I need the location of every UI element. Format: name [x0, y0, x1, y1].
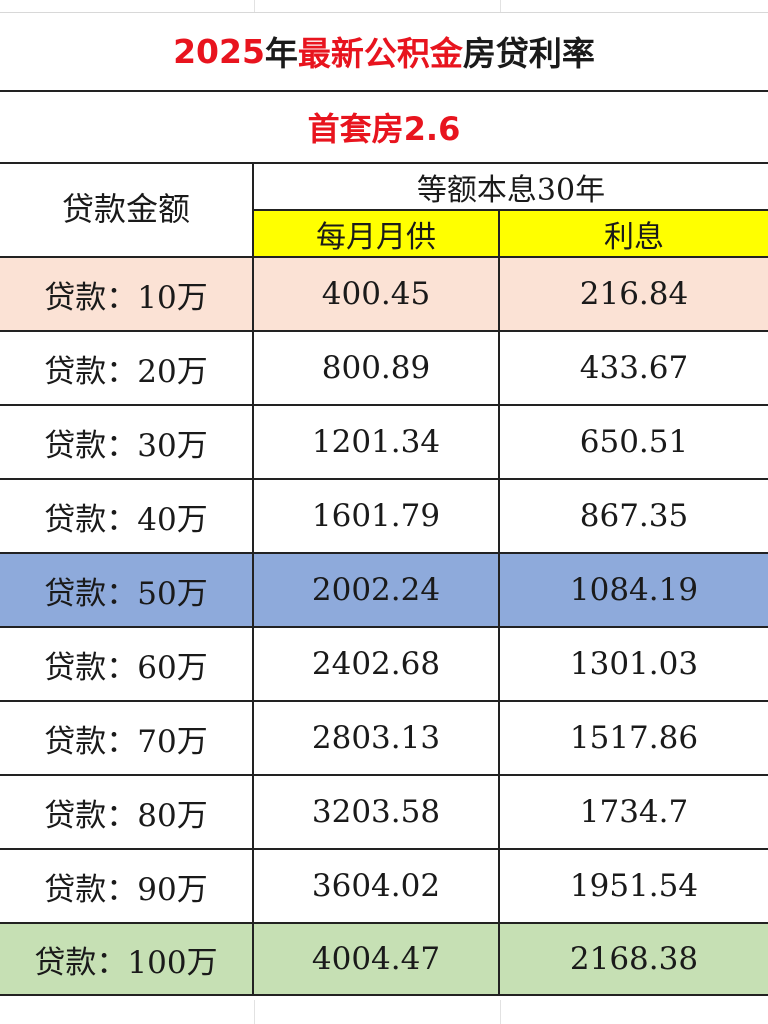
header-interest: 利息 — [500, 211, 768, 258]
header-loan-amount: 贷款金额 — [0, 164, 254, 258]
table-row: 贷款：60万 2402.68 1301.03 — [0, 628, 768, 702]
interest-cell: 1084.19 — [569, 572, 699, 608]
page-title: 2025 年最新公积金 房贷利率 — [0, 12, 768, 92]
table-row: 贷款：30万 1201.34 650.51 — [0, 406, 768, 480]
loan-amount-cell: 贷款：20万 — [0, 332, 254, 404]
grid-divider — [500, 0, 501, 12]
loan-amount-cell: 贷款：100万 — [0, 924, 254, 994]
loan-amount-cell: 贷款：10万 — [0, 258, 254, 330]
interest-cell: 433.67 — [579, 350, 689, 386]
header-monthly-payment: 每月月供 — [254, 211, 500, 258]
table-row: 贷款：50万 2002.24 1084.19 — [0, 554, 768, 628]
monthly-payment-cell: 800.89 — [254, 332, 500, 404]
monthly-payment-cell: 4004.47 — [254, 924, 500, 994]
loan-amount-cell: 贷款：70万 — [0, 702, 254, 774]
table-row: 贷款：80万 3203.58 1734.7 — [0, 776, 768, 850]
interest-cell: 1517.86 — [569, 720, 699, 756]
table-row: 贷款：20万 800.89 433.67 — [0, 332, 768, 406]
grid-divider — [254, 1000, 255, 1024]
interest-cell: 216.84 — [579, 276, 689, 312]
monthly-payment-cell: 1201.34 — [254, 406, 500, 478]
table-row: 贷款：100万 4004.47 2168.38 — [0, 924, 768, 996]
loan-amount-cell: 贷款：80万 — [0, 776, 254, 848]
grid-divider — [500, 1000, 501, 1024]
table-row: 贷款：90万 3604.02 1951.54 — [0, 850, 768, 924]
interest-cell: 867.35 — [579, 498, 689, 534]
monthly-payment-cell: 2402.68 — [254, 628, 500, 700]
monthly-payment-cell: 400.45 — [254, 258, 500, 330]
header-repayment-group: 等额本息30年 — [254, 164, 768, 211]
title-highlight: 最新公积金 — [297, 34, 463, 73]
table-row: 贷款：70万 2803.13 1517.86 — [0, 702, 768, 776]
interest-cell: 1734.7 — [579, 794, 689, 830]
loan-amount-cell: 贷款：60万 — [0, 628, 254, 700]
loan-amount-cell: 贷款：90万 — [0, 850, 254, 922]
title-year: 2025 — [173, 31, 265, 71]
grid-divider — [254, 0, 255, 12]
loan-amount-cell: 贷款：40万 — [0, 480, 254, 552]
interest-cell: 1301.03 — [569, 646, 699, 682]
interest-cell: 1951.54 — [569, 868, 699, 904]
monthly-payment-cell: 1601.79 — [254, 480, 500, 552]
title-rest: 房贷利率 — [462, 34, 595, 73]
title-year-suffix: 年 — [264, 34, 298, 73]
loan-amount-cell: 贷款：30万 — [0, 406, 254, 478]
interest-cell: 2168.38 — [569, 941, 699, 977]
monthly-payment-cell: 2803.13 — [254, 702, 500, 774]
table-row: 贷款：40万 1601.79 867.35 — [0, 480, 768, 554]
monthly-payment-cell: 2002.24 — [254, 554, 500, 626]
subtitle: 首套房2.6 — [0, 92, 768, 164]
top-gridline-strip — [0, 0, 768, 13]
table-row: 贷款：10万 400.45 216.84 — [0, 258, 768, 332]
bottom-gridline-strip — [0, 1000, 768, 1024]
monthly-payment-cell: 3203.58 — [254, 776, 500, 848]
interest-cell: 650.51 — [579, 424, 689, 460]
loan-amount-cell: 贷款：50万 — [0, 554, 254, 626]
monthly-payment-cell: 3604.02 — [254, 850, 500, 922]
